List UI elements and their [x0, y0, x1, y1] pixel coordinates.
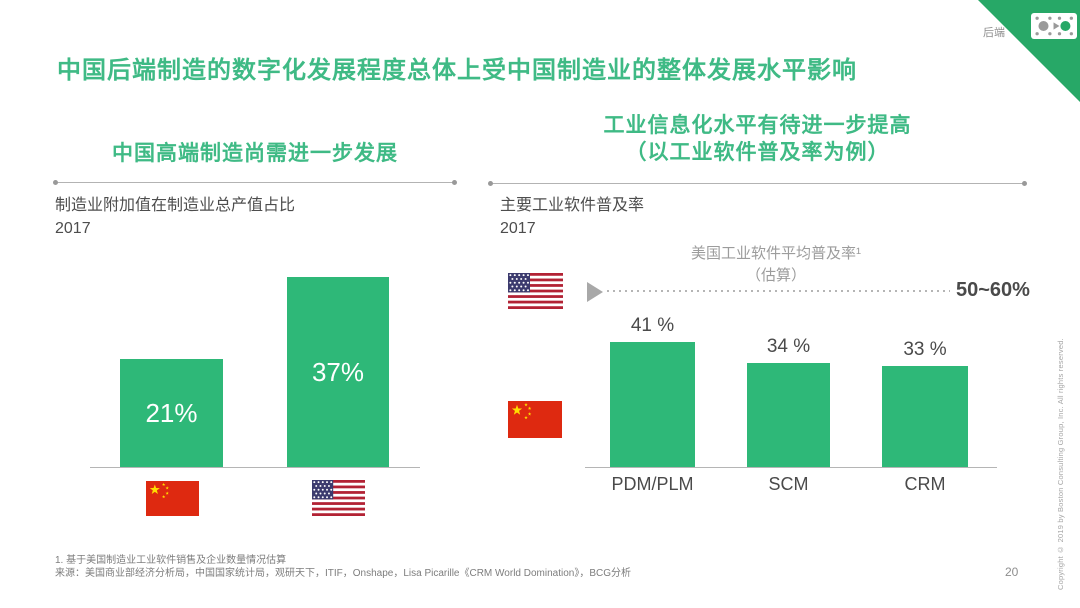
- page-title: 中国后端制造的数字化发展程度总体上受中国制造业的整体发展水平影响: [57, 57, 857, 84]
- divider-dot: [488, 181, 493, 186]
- page-number: 20: [1005, 565, 1019, 579]
- bar-中国: 21%: [120, 359, 223, 467]
- right-chart-axis: [585, 467, 997, 468]
- right-section-header-line2: （以工业软件普及率为例）: [625, 141, 890, 164]
- left-chart-title-text: 制造业附加值在制造业总产值占比: [55, 197, 296, 214]
- right-section-header-line1: 工业信息化水平有待进一步提高: [603, 114, 912, 137]
- right-chart-year: 2017: [500, 220, 536, 237]
- right-chart-title-text: 主要工业软件普及率: [500, 197, 645, 214]
- benchmark-value: 50~60%: [956, 279, 1030, 301]
- process-flow-icon-glyph: [1035, 16, 1073, 36]
- category-label: SCM: [768, 474, 809, 494]
- usa-flag: [312, 480, 365, 516]
- usa-flag: [508, 273, 563, 309]
- bar-value-label: 33 %: [903, 339, 947, 360]
- right-section-header: 工业信息化水平有待进一步提高 （以工业软件普及率为例）: [490, 112, 1025, 166]
- china-flag: [508, 401, 562, 438]
- footnote-source: 来源：美国商业部经济分析局，中国国家统计局，观研天下，ITIF，Onshape，…: [55, 568, 632, 579]
- benchmark-label-line1: 美国工业软件平均普及率¹: [691, 245, 861, 262]
- bar-value-label: 41 %: [630, 315, 675, 336]
- right-divider: [488, 181, 1027, 186]
- left-divider: [53, 180, 457, 185]
- right-chart-title: 主要工业软件普及率 2017: [500, 194, 644, 240]
- left-chart-title: 制造业附加值在制造业总产值占比 2017: [55, 194, 295, 240]
- category-label: CRM: [904, 474, 946, 494]
- bar-pdm-plm: [610, 342, 695, 467]
- benchmark-label-line2: （估算）: [745, 267, 806, 284]
- bar-value-label: 37%: [311, 356, 365, 387]
- bar-value-label: 21%: [145, 397, 198, 428]
- divider-dot: [452, 180, 457, 185]
- left-section-header: 中国高端制造尚需进一步发展: [112, 142, 398, 165]
- footnote-1: 1. 基于美国制造业工业软件销售及企业数量情况估算: [55, 555, 287, 566]
- bar-美国: 37%: [287, 277, 389, 467]
- left-chart-axis: [90, 467, 420, 468]
- benchmark-label: 美国工业软件平均普及率¹ （估算）: [600, 243, 952, 287]
- divider-dot: [1022, 181, 1027, 186]
- china-flag: [146, 481, 199, 516]
- triangle-right-icon: [587, 282, 603, 302]
- section-tag: 后端: [983, 27, 1005, 39]
- copyright-vertical: Copyright © 2019 by Boston Consulting Gr…: [1056, 338, 1065, 590]
- footnotes: 1. 基于美国制造业工业软件销售及企业数量情况估算 来源：美国商业部经济分析局，…: [55, 554, 631, 580]
- left-chart-year: 2017: [55, 220, 91, 237]
- benchmark-dotted-line: [607, 290, 950, 292]
- bar-value-label: 34 %: [766, 336, 811, 357]
- process-flow-icon: [1031, 13, 1077, 39]
- bar-scm: [747, 363, 830, 467]
- bar-crm: [882, 366, 968, 467]
- category-label: PDM/PLM: [611, 474, 694, 494]
- divider-dot: [53, 180, 58, 185]
